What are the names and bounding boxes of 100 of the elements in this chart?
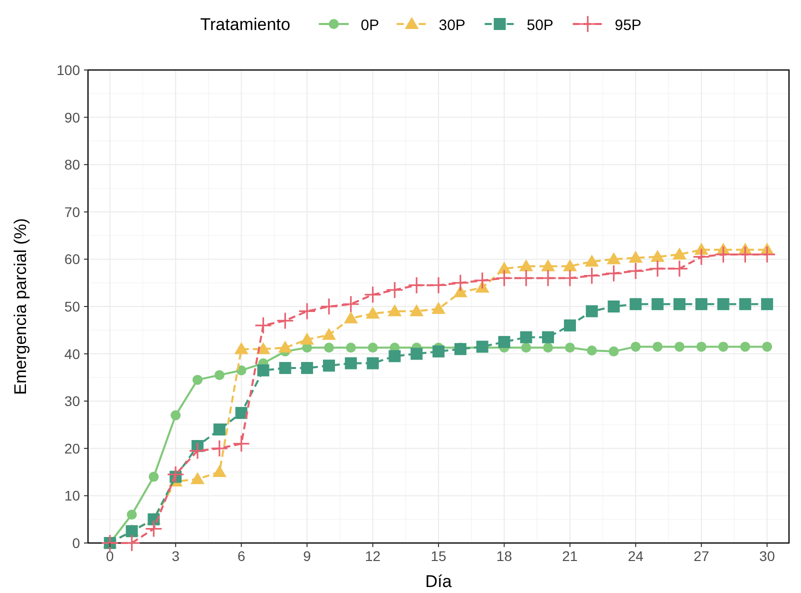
point [344,357,357,370]
point [674,342,684,352]
y-tick-label: 60 [64,251,80,268]
point [673,298,686,310]
x-tick-label: 6 [237,548,246,564]
x-tick-label: 15 [430,548,446,564]
point [648,260,666,278]
point [388,304,402,316]
point [670,260,688,278]
legend-label: 30P [438,17,466,34]
y-tick-label: 40 [64,346,80,362]
point [279,362,292,374]
point [628,250,643,263]
y-tick-label: 80 [64,156,80,173]
point [214,370,224,380]
point [430,276,448,294]
point [256,342,270,354]
point [650,250,665,262]
point [561,269,579,287]
y-tick-label: 50 [64,298,80,314]
point [432,302,446,314]
point [672,247,686,260]
point [254,316,272,334]
point [366,357,379,370]
point [188,442,206,460]
point [562,259,577,272]
point [652,298,664,310]
point [364,286,382,304]
point [322,328,336,340]
point [235,406,248,419]
point [541,259,556,272]
y-tick-label: 10 [64,488,80,504]
point [324,342,334,353]
point [212,465,226,478]
point [495,269,514,287]
point [101,534,119,552]
point [346,342,356,353]
point [170,410,181,420]
point [586,345,597,356]
point [604,264,623,282]
x-tick-label: 12 [364,548,381,564]
point [257,364,270,376]
x-tick-label: 30 [759,548,776,564]
x-tick-label: 3 [172,548,180,564]
point [718,342,728,352]
point [454,343,466,356]
point [606,252,621,264]
y-tick-label: 100 [56,62,80,78]
point [432,345,444,358]
point [583,266,601,285]
x-tick-label: 0 [106,548,114,564]
x-tick-label: 24 [628,548,644,564]
x-tick-label: 27 [694,548,710,564]
point [740,342,750,352]
point [717,298,730,310]
point [758,246,776,264]
point [210,440,228,458]
x-tick-label: 18 [496,548,512,564]
point [692,248,710,266]
point [366,306,380,319]
point [320,298,338,316]
point [300,332,314,345]
point [234,342,248,354]
point [408,276,426,294]
point [386,281,404,299]
point [474,272,492,290]
point [762,342,772,352]
point [298,302,316,320]
point [498,336,510,348]
point [714,246,732,264]
point [542,331,554,344]
point [626,262,644,280]
point [410,348,423,360]
point [276,312,294,330]
point [232,434,250,452]
point [213,423,226,436]
point [410,304,424,316]
point [539,269,557,287]
legend-label: 50P [526,17,554,34]
point [564,342,575,353]
y-tick-label: 90 [64,109,80,126]
point [126,510,137,520]
point [630,298,642,310]
point [519,259,534,272]
point [166,466,184,484]
legend-label: 95P [614,17,642,34]
point [388,350,401,362]
point [344,311,358,324]
x-tick-label: 21 [562,548,578,564]
point [652,342,663,352]
point [452,274,470,292]
point [453,285,468,298]
point [342,295,360,313]
y-tick-label: 30 [64,393,80,410]
point [144,520,163,538]
x-axis-title: Día [425,572,452,591]
y-tick-label: 0 [72,535,80,551]
point [192,374,203,385]
point [586,305,598,318]
point [517,269,535,287]
